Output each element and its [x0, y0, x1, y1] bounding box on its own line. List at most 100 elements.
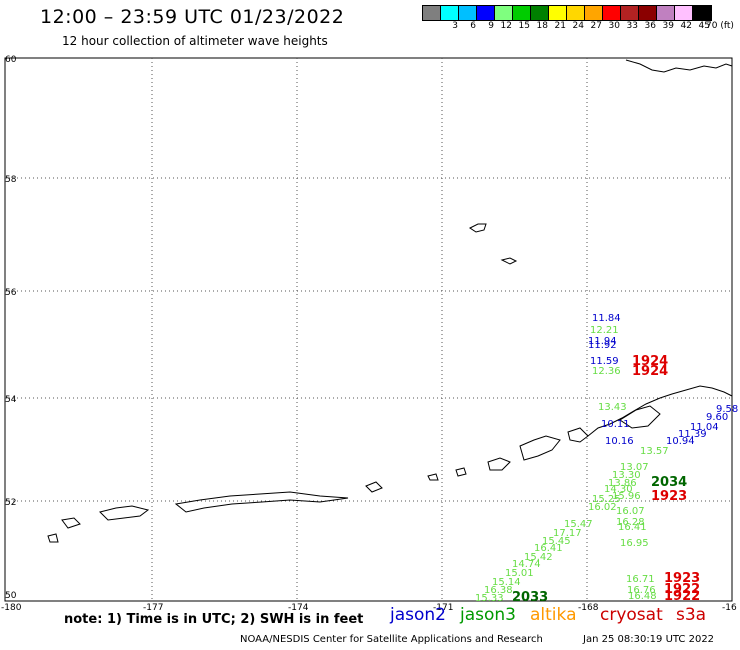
satellite-legend-jason3: jason3	[460, 605, 516, 625]
swh-value: 12.36	[592, 366, 621, 377]
legend-label: 39	[662, 21, 674, 31]
credit-timestamp: Jan 25 08:30:19 UTC 2022	[583, 634, 715, 645]
legend-swatch	[513, 6, 531, 20]
island	[619, 405, 661, 429]
swh-value: 15.47	[564, 519, 593, 530]
credit-organization: NOAA/NESDIS Center for Satellite Applica…	[240, 634, 543, 645]
legend-label: 45	[698, 21, 710, 31]
color-scale-legend	[422, 5, 712, 21]
swh-value: 16.38	[484, 585, 513, 596]
legend-unit: (ft)	[720, 21, 734, 31]
peninsula-coast	[587, 385, 733, 437]
swh-value: 13.57	[640, 446, 669, 457]
swh-value: 10.94	[666, 436, 695, 447]
graticule	[5, 58, 732, 601]
swh-value: 14.30	[604, 484, 633, 495]
lat-label: 60	[5, 55, 17, 65]
legend-swatch	[567, 6, 585, 20]
mainland-coast	[625, 59, 733, 73]
swh-value: 9.60	[706, 412, 728, 423]
lat-label: 50	[5, 591, 17, 601]
pass-time: 1924	[632, 354, 668, 369]
legend-label: 27	[590, 21, 602, 31]
island	[487, 457, 511, 471]
swh-value: 15.96	[612, 491, 641, 502]
lon-label: -177	[143, 603, 163, 613]
legend-swatch	[459, 6, 477, 20]
island	[47, 533, 59, 543]
swh-value: 16.95	[620, 538, 649, 549]
swh-value: 15.14	[492, 577, 521, 588]
swh-value: 16.41	[618, 522, 647, 533]
lat-label: 56	[5, 288, 17, 298]
lon-label: -168	[578, 603, 599, 613]
pass-time: 1922	[664, 589, 700, 604]
satellite-legend-altika: altika	[530, 605, 577, 625]
swh-value: 16.02	[588, 502, 617, 513]
legend-swatch	[585, 6, 603, 20]
lat-label: 52	[5, 498, 16, 508]
swh-value: 13.30	[612, 470, 641, 481]
measurement-labels: 11.84 12.21 11.94 11.92 11.59 12.36 13.4…	[475, 313, 738, 604]
swh-value: 15.01	[505, 568, 534, 579]
legend-swatch	[693, 6, 711, 20]
legend-label: 15	[518, 21, 530, 31]
swh-value: 14.74	[512, 559, 541, 570]
legend-swatch	[675, 6, 693, 20]
legend-label: 33	[626, 21, 638, 31]
lon-label: -180	[1, 603, 22, 613]
swh-value: 16.28	[616, 517, 645, 528]
swh-value: 17.17	[553, 528, 582, 539]
page-title: 12:00 – 23:59 UTC 01/23/2022	[40, 6, 345, 28]
satellite-legend-s3a: s3a	[676, 605, 707, 625]
legend-label: 36	[644, 21, 656, 31]
pass-time: 2034	[651, 475, 687, 490]
island	[500, 257, 518, 265]
swh-value: 11.92	[588, 340, 617, 351]
swh-value: 15.42	[524, 552, 553, 563]
legend-swatch	[531, 6, 549, 20]
legend-swatch	[495, 6, 513, 20]
lat-label: 54	[5, 395, 17, 405]
lon-label: -171	[433, 603, 453, 613]
legend-label: 3	[452, 21, 458, 31]
island	[99, 505, 150, 521]
swh-value: 15.25	[592, 494, 621, 505]
swh-value: 15.33	[475, 593, 504, 604]
swh-value: 11.04	[690, 422, 719, 433]
satellite-legend-jason2: jason2	[390, 605, 446, 625]
pass-time: 1923	[664, 571, 700, 586]
legend-label: 70	[706, 21, 718, 31]
swh-value: 10.16	[605, 436, 634, 447]
pass-time: 1923	[651, 489, 687, 504]
pass-time: 1924	[632, 364, 668, 379]
swh-value: 11.59	[590, 356, 619, 367]
coastlines	[47, 59, 733, 543]
legend-swatch	[441, 6, 459, 20]
legend-swatch	[639, 6, 657, 20]
legend-label: 9	[488, 21, 494, 31]
swh-value: 11.39	[678, 429, 707, 440]
swh-value: 16.48	[628, 591, 657, 602]
legend-label: 21	[554, 21, 566, 31]
island	[567, 427, 589, 443]
swh-value: 16.76	[627, 585, 656, 596]
swh-value: 11.94	[588, 336, 617, 347]
island-chain	[174, 491, 349, 513]
legend-swatch	[603, 6, 621, 20]
swh-value: 13.86	[608, 478, 637, 489]
swh-value: 16.71	[626, 574, 655, 585]
swh-value: 16.07	[616, 506, 645, 517]
swh-value: 12.21	[590, 325, 619, 336]
swh-value: 9.58	[716, 404, 738, 415]
lon-label: -174	[288, 603, 309, 613]
swh-value: 13.07	[620, 462, 649, 473]
legend-label: 30	[608, 21, 620, 31]
pass-time: 1922	[664, 582, 700, 597]
legend-label: 42	[680, 21, 692, 31]
legend-swatch	[621, 6, 639, 20]
pass-time: 2033	[512, 590, 548, 605]
legend-label: 12	[500, 21, 512, 31]
legend-swatch	[477, 6, 495, 20]
